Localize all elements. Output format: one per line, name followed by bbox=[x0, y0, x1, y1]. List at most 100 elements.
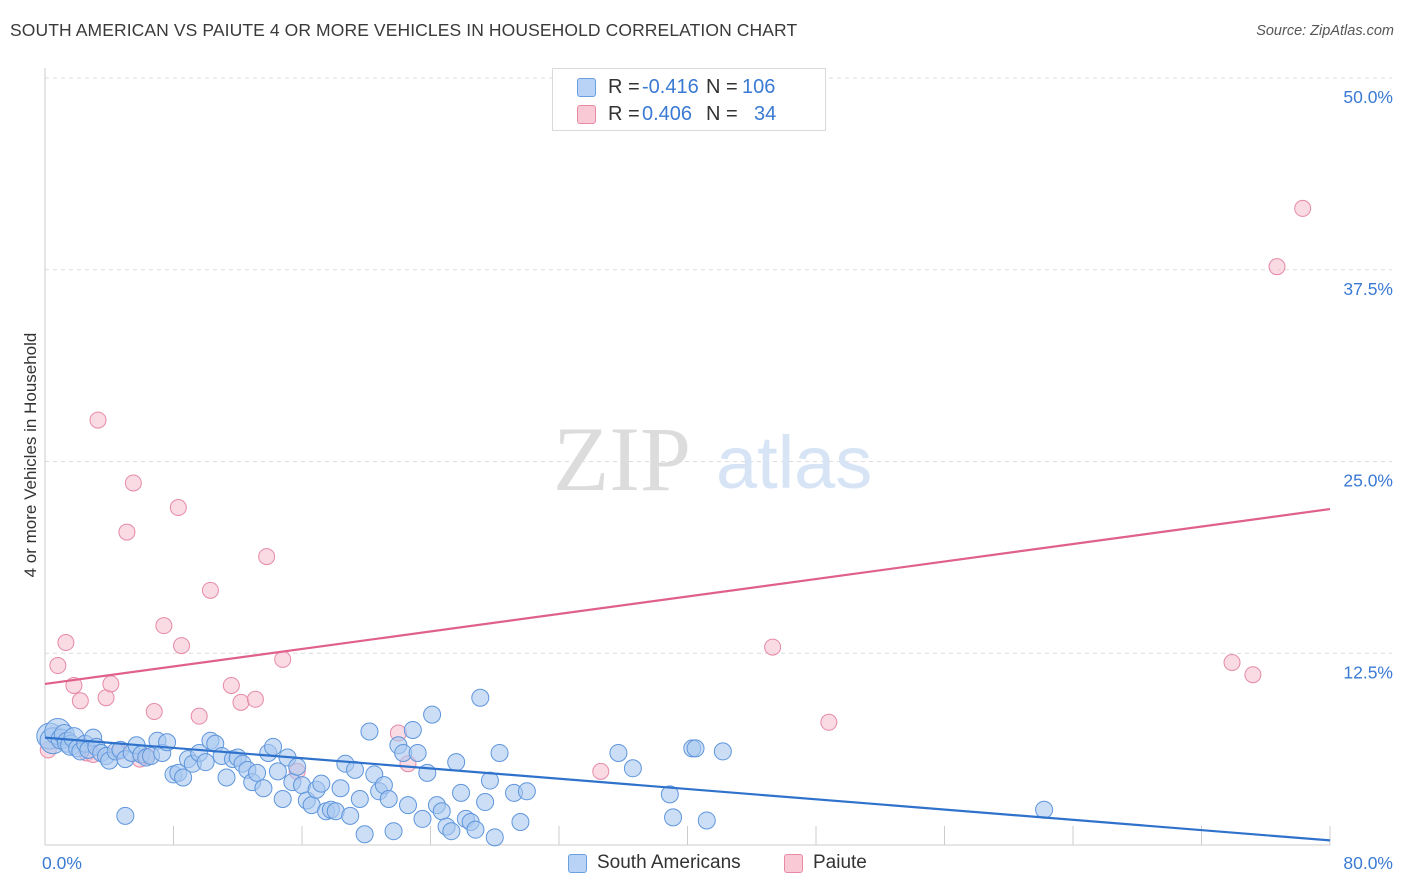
y-axis-label: 4 or more Vehicles in Household bbox=[21, 333, 40, 578]
south-americans-points bbox=[36, 688, 1054, 847]
paiute-point bbox=[169, 499, 187, 517]
south-americans-point bbox=[264, 737, 283, 756]
paiute-point bbox=[274, 650, 292, 668]
paiute-point bbox=[89, 411, 107, 429]
paiute-point bbox=[764, 638, 782, 656]
axes bbox=[44, 68, 1331, 846]
series-swatch-pink bbox=[784, 853, 803, 873]
x-tick-label-max: 80.0% bbox=[1343, 853, 1393, 873]
correlation-legend: R = -0.416 N = 106 R = 0.406 N = 34 bbox=[552, 68, 826, 131]
south-americans-point bbox=[379, 789, 398, 808]
south-americans-point bbox=[341, 806, 360, 825]
south-americans-point bbox=[452, 783, 471, 802]
south-americans-point bbox=[312, 774, 331, 793]
south-americans-point bbox=[254, 779, 273, 798]
legend-r-value: 0.406 bbox=[642, 102, 693, 125]
gridlines bbox=[45, 77, 1392, 654]
south-americans-point bbox=[664, 808, 683, 827]
paiute-point bbox=[201, 581, 219, 599]
paiute-point bbox=[145, 703, 163, 721]
south-americans-point bbox=[686, 739, 705, 758]
south-americans-point bbox=[331, 779, 350, 798]
paiute-point bbox=[118, 523, 136, 541]
south-americans-point bbox=[490, 743, 509, 762]
series-legend-label: Paiute bbox=[813, 852, 867, 873]
y-tick-label: 25.0% bbox=[1343, 471, 1393, 491]
south-americans-point bbox=[116, 806, 135, 825]
paiute-point bbox=[1244, 666, 1262, 684]
legend-row-paiute: R = 0.406 N = 34 bbox=[577, 102, 776, 126]
watermark-zip: ZIP bbox=[553, 408, 691, 510]
paiute-point bbox=[1268, 258, 1286, 276]
paiute-point bbox=[71, 692, 89, 710]
south-americans-point bbox=[485, 828, 504, 847]
y-tick-label: 37.5% bbox=[1343, 279, 1393, 299]
paiute-point bbox=[49, 657, 67, 675]
south-americans-point bbox=[660, 785, 679, 804]
south-americans-trend-line bbox=[44, 736, 1331, 842]
south-americans-point bbox=[623, 759, 642, 778]
series-legend-south-americans[interactable]: South Americans bbox=[568, 852, 741, 874]
south-americans-point bbox=[273, 789, 292, 808]
watermark: ZIP atlas bbox=[553, 408, 872, 510]
south-americans-point bbox=[423, 705, 442, 724]
south-americans-point bbox=[248, 763, 267, 782]
chart-title: SOUTH AMERICAN VS PAIUTE 4 OR MORE VEHIC… bbox=[10, 20, 798, 40]
south-americans-point bbox=[447, 753, 466, 772]
south-americans-point bbox=[408, 743, 427, 762]
south-americans-point bbox=[268, 762, 287, 781]
paiute-trend-line bbox=[44, 507, 1331, 686]
legend-r-value: -0.416 bbox=[642, 75, 699, 98]
paiute-point bbox=[258, 548, 276, 566]
south-americans-point bbox=[403, 720, 422, 739]
south-americans-point bbox=[360, 722, 379, 741]
south-americans-point bbox=[288, 757, 307, 776]
watermark-atlas: atlas bbox=[716, 421, 872, 504]
paiute-point bbox=[246, 690, 264, 708]
south-americans-point bbox=[476, 793, 495, 812]
legend-row-south-americans: R = -0.416 N = 106 bbox=[577, 75, 775, 99]
south-americans-point bbox=[511, 812, 530, 831]
south-americans-point bbox=[432, 802, 451, 821]
legend-n-label: N = bbox=[706, 75, 738, 98]
south-americans-point bbox=[466, 820, 485, 839]
paiute-point bbox=[1294, 199, 1312, 217]
y-tick-label: 12.5% bbox=[1343, 662, 1393, 682]
paiute-point bbox=[820, 713, 838, 731]
south-americans-point bbox=[350, 789, 369, 808]
series-legend-paiute[interactable]: Paiute bbox=[784, 852, 867, 874]
legend-swatch-blue bbox=[577, 77, 596, 97]
source-credit: Source: ZipAtlas.com bbox=[1256, 23, 1394, 39]
paiute-point bbox=[190, 707, 208, 725]
south-americans-point bbox=[471, 688, 490, 707]
paiute-point bbox=[173, 637, 191, 655]
legend-n-value: 106 bbox=[742, 75, 776, 98]
south-americans-point bbox=[384, 822, 403, 841]
paiute-point bbox=[57, 634, 75, 652]
south-americans-point bbox=[713, 742, 732, 761]
x-tick-label-min: 0.0% bbox=[42, 853, 82, 873]
south-americans-point bbox=[697, 811, 716, 830]
paiute-point bbox=[102, 675, 120, 693]
paiute-point bbox=[222, 676, 240, 694]
series-legend: South Americans Paiute bbox=[0, 852, 1406, 878]
south-americans-point bbox=[196, 753, 215, 772]
south-americans-point bbox=[480, 771, 499, 790]
south-americans-point bbox=[1035, 800, 1054, 819]
south-americans-point bbox=[399, 796, 418, 815]
south-americans-point bbox=[442, 822, 461, 841]
south-americans-point bbox=[413, 809, 432, 828]
legend-r-label: R = bbox=[608, 102, 640, 125]
south-americans-point bbox=[517, 782, 536, 801]
trend-lines bbox=[44, 507, 1331, 842]
south-americans-point bbox=[609, 743, 628, 762]
paiute-point bbox=[592, 762, 610, 780]
series-legend-label: South Americans bbox=[597, 852, 741, 873]
tick-labels: 12.5% 25.0% 37.5% 50.0% 0.0% 80.0% bbox=[42, 87, 1393, 873]
legend-n-label: N = bbox=[706, 102, 738, 125]
south-americans-point bbox=[217, 768, 236, 787]
paiute-point bbox=[232, 693, 250, 711]
series-swatch-blue bbox=[568, 853, 587, 873]
paiute-point bbox=[124, 474, 142, 492]
